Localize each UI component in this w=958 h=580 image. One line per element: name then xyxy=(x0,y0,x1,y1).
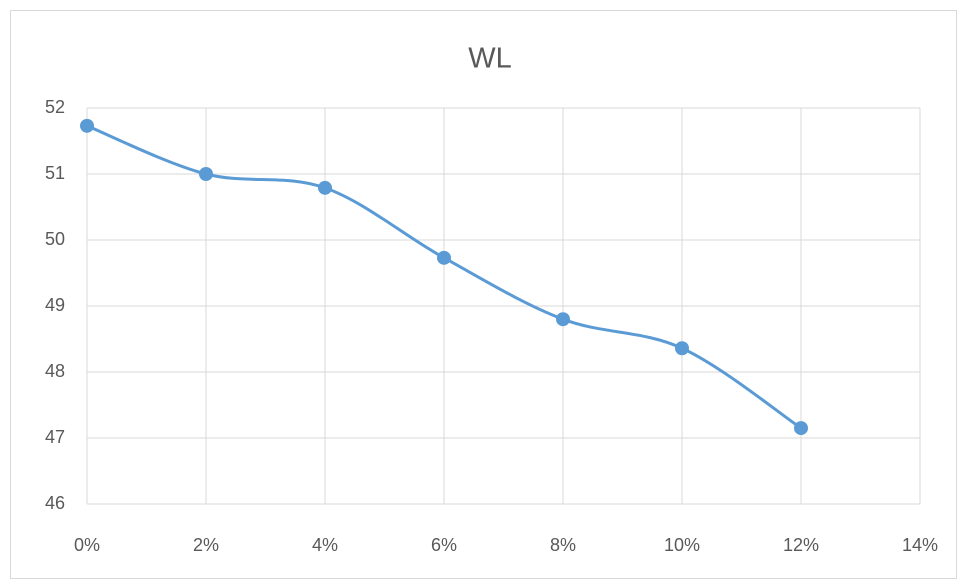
x-tick-label: 8% xyxy=(550,535,576,555)
marker xyxy=(318,180,332,195)
y-tick-label: 46 xyxy=(45,493,65,513)
y-tick-label: 48 xyxy=(45,361,65,381)
x-tick-label: 14% xyxy=(902,535,938,555)
y-tick-label: 50 xyxy=(45,229,65,249)
marker xyxy=(675,341,689,356)
x-tick-label: 12% xyxy=(783,535,819,555)
x-tick-label: 6% xyxy=(431,535,457,555)
chart-title: WL xyxy=(468,43,512,75)
marker xyxy=(794,421,808,436)
x-tick-label: 4% xyxy=(312,535,338,555)
marker xyxy=(437,250,451,265)
x-tick-label: 10% xyxy=(664,535,700,555)
y-tick-label: 51 xyxy=(45,163,65,183)
chart-frame xyxy=(10,10,957,579)
y-tick-label: 47 xyxy=(45,427,65,447)
x-tick-label: 0% xyxy=(74,535,100,555)
y-tick-label: 52 xyxy=(45,97,65,117)
x-tick-label: 2% xyxy=(193,535,219,555)
marker xyxy=(199,167,213,181)
y-tick-label: 49 xyxy=(45,295,65,315)
marker xyxy=(556,312,570,327)
marker xyxy=(80,118,94,133)
